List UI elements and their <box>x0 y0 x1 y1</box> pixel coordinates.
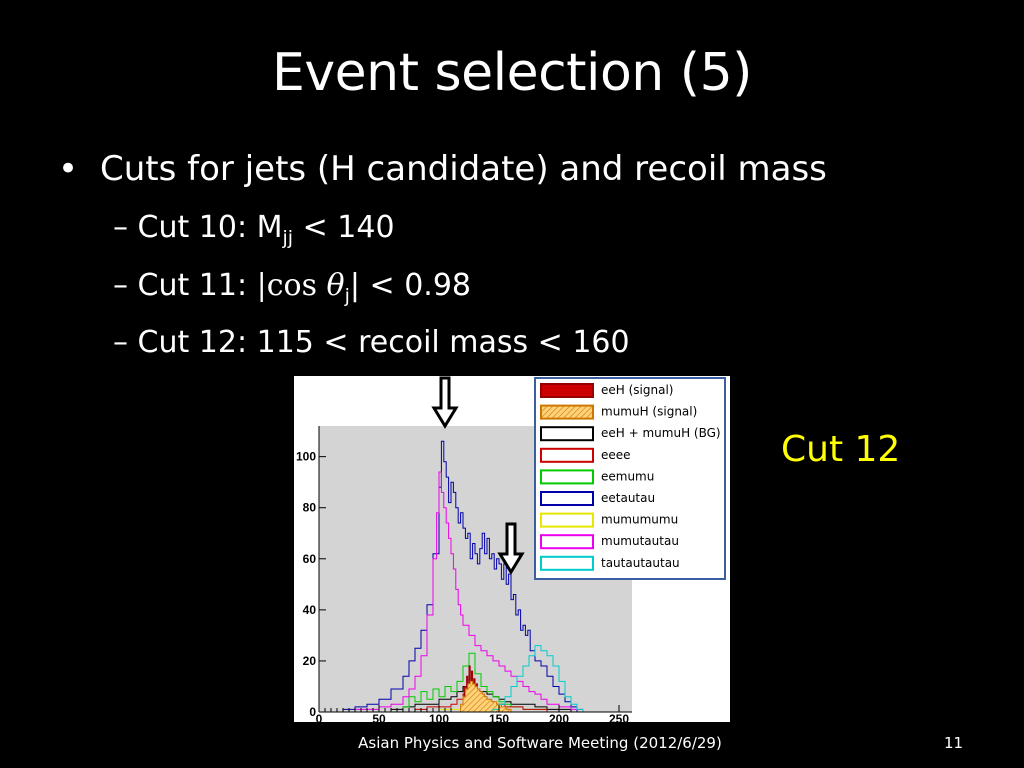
histogram-plot: 0 50 100 150 200 250 0 20 40 60 80 100 eeH (signal)… <box>294 376 730 722</box>
legend-label: mumumumu <box>601 513 678 527</box>
footer-text: Asian Physics and Software Meeting (2012… <box>358 734 722 752</box>
y-tick-label: 100 <box>296 450 316 464</box>
subbullet-cut12: – Cut 12: 115 < recoil mass < 160 <box>113 325 630 360</box>
legend-swatch <box>540 534 594 550</box>
legend-swatch <box>540 555 594 571</box>
y-tick-label: 80 <box>303 501 317 515</box>
legend-swatch <box>540 383 594 398</box>
legend-label: eeH + mumuH (BG) <box>601 426 721 440</box>
legend-label: mumutautau <box>601 534 679 548</box>
y-tick-label: 20 <box>303 654 317 668</box>
y-tick-label: 0 <box>309 705 316 719</box>
legend-label: eemumu <box>601 469 654 483</box>
down-arrow-icon <box>497 522 525 575</box>
page-number: 11 <box>944 734 964 752</box>
legend: eeH (signal) mumuH (signal) eeH + mumuH (B… <box>534 377 726 580</box>
subbullet-cut11: – Cut 11: |cos θj| < 0.98 <box>113 266 471 306</box>
legend-label: mumuH (signal) <box>601 405 697 419</box>
legend-swatch <box>540 404 594 420</box>
y-tick-label: 40 <box>303 603 317 617</box>
x-tick-label: 250 <box>609 712 629 722</box>
legend-label: eetautau <box>601 491 655 505</box>
bullet-dot: • <box>58 149 79 189</box>
cut10-subscript: jj <box>282 227 294 249</box>
legend-swatch <box>540 512 594 528</box>
arrows <box>431 376 525 575</box>
cut11-subscript: j <box>344 285 350 307</box>
legend-swatch <box>540 491 594 506</box>
series-mumutautau <box>343 471 584 713</box>
legend-swatch <box>540 426 594 442</box>
down-arrow-icon <box>431 376 459 429</box>
bullet-main: • Cuts for jets (H candidate) and recoil … <box>58 146 827 192</box>
cut10-prefix: – Cut 10: M <box>113 210 283 245</box>
series-eetautau <box>342 440 578 712</box>
y-tick-label: 60 <box>303 552 317 566</box>
legend-swatch <box>540 447 594 463</box>
series-eemumu <box>402 652 559 713</box>
cut11-math-open: |cos <box>256 268 327 303</box>
x-tick-label: 0 <box>316 712 323 722</box>
axes: 0 50 100 150 200 250 0 20 40 60 80 100 <box>296 426 632 722</box>
cut11-prefix: – Cut 11: <box>113 268 257 303</box>
legend-swatch <box>540 469 594 485</box>
cut11-suffix: | < 0.98 <box>349 268 471 303</box>
x-tick-label: 200 <box>549 712 569 722</box>
x-tick-label: 100 <box>429 712 449 722</box>
cut11-math: |cos θ <box>257 268 345 303</box>
slide-title: Event selection (5) <box>272 43 752 103</box>
histogram-marks <box>342 440 584 713</box>
legend-label: tautautautau <box>601 556 680 570</box>
cut-label: Cut 12 <box>781 429 901 470</box>
x-tick-label: 50 <box>372 712 386 722</box>
cut11-theta: θ <box>326 268 345 303</box>
series-tautautautau <box>492 645 584 712</box>
bullet-text: Cuts for jets (H candidate) and recoil m… <box>100 149 827 189</box>
x-tick-label: 150 <box>489 712 509 722</box>
subbullet-cut10: – Cut 10: Mjj < 140 <box>113 208 395 248</box>
legend-label: eeee <box>601 448 631 462</box>
cut10-suffix: < 140 <box>293 210 395 245</box>
legend-label: eeH (signal) <box>601 383 673 397</box>
